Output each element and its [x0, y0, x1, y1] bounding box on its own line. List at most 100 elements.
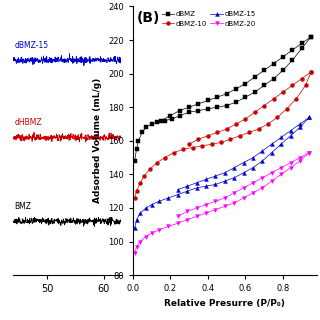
dBMZ-10 — [266, 122, 270, 126]
dBMZ — [215, 105, 219, 109]
dBMZ — [155, 120, 159, 124]
dBMZ-15 — [135, 218, 139, 222]
dBMZ — [135, 147, 139, 151]
dBMZ-10 — [142, 174, 146, 178]
dBMZ — [291, 58, 294, 62]
dBMZ — [234, 100, 238, 104]
dBMZ-10 — [148, 167, 152, 171]
dBMZ — [244, 95, 247, 99]
dBMZ-10 — [257, 127, 260, 131]
dBMZ-20 — [251, 191, 255, 195]
Text: (B): (B) — [137, 12, 160, 25]
Text: dHBMZ: dHBMZ — [14, 118, 42, 127]
dBMZ-10 — [181, 147, 185, 151]
dBMZ-10 — [247, 131, 251, 134]
dBMZ-20 — [242, 196, 245, 200]
dBMZ-10 — [172, 151, 176, 155]
dBMZ-20 — [308, 151, 311, 155]
dBMZ-15 — [195, 186, 198, 190]
dBMZ-20 — [150, 231, 154, 235]
dBMZ-10 — [133, 196, 137, 200]
dBMZ — [253, 90, 257, 94]
dBMZ-15 — [213, 182, 217, 186]
dBMZ-15 — [270, 151, 274, 155]
dBMZ — [225, 104, 228, 108]
dBMZ-15 — [144, 206, 148, 210]
dBMZ-10 — [228, 137, 232, 141]
dBMZ-15 — [157, 199, 161, 203]
dBMZ — [136, 139, 140, 143]
dBMZ-15 — [242, 171, 245, 175]
dBMZ-10 — [138, 181, 142, 185]
dBMZ-15 — [251, 166, 255, 170]
dBMZ — [140, 131, 144, 134]
dBMZ-20 — [157, 228, 161, 232]
dBMZ — [133, 159, 137, 163]
Y-axis label: Adsorbed Volume (mL/g): Adsorbed Volume (mL/g) — [93, 78, 102, 204]
dBMZ-20 — [138, 240, 142, 244]
dBMZ-20 — [176, 221, 180, 225]
dBMZ-15 — [289, 134, 292, 138]
Line: dBMZ-15: dBMZ-15 — [133, 115, 311, 230]
X-axis label: Relative Presurre (P/P₀): Relative Presurre (P/P₀) — [164, 299, 285, 308]
Text: BMZ: BMZ — [14, 202, 31, 211]
dBMZ-10 — [191, 146, 195, 149]
dBMZ-15 — [204, 184, 208, 188]
dBMZ-15 — [260, 159, 264, 163]
dBMZ-15 — [298, 125, 302, 129]
dBMZ-10 — [304, 84, 308, 87]
dBMZ-10 — [238, 134, 242, 138]
dBMZ-10 — [294, 97, 298, 101]
dBMZ — [206, 107, 210, 111]
dBMZ — [196, 108, 200, 112]
dBMZ-20 — [133, 252, 137, 255]
dBMZ-10 — [200, 144, 204, 148]
dBMZ — [163, 119, 167, 123]
dBMZ-10 — [163, 156, 167, 159]
dBMZ-20 — [166, 225, 170, 228]
dBMZ-20 — [185, 218, 189, 222]
dBMZ-20 — [232, 201, 236, 205]
dBMZ-10 — [219, 140, 223, 144]
dBMZ-20 — [298, 159, 302, 163]
dBMZ-20 — [270, 179, 274, 183]
Legend: dBMZ, dBMZ-10, dBMZ-15, dBMZ-20: dBMZ, dBMZ-10, dBMZ-15, dBMZ-20 — [160, 10, 258, 28]
dBMZ — [300, 46, 304, 50]
dBMZ-10 — [285, 107, 289, 111]
dBMZ-20 — [204, 211, 208, 215]
dBMZ — [262, 84, 266, 87]
dBMZ-20 — [279, 172, 283, 176]
dBMZ-15 — [308, 115, 311, 119]
dBMZ — [170, 117, 174, 121]
dBMZ-10 — [210, 142, 213, 146]
dBMZ-10 — [309, 70, 313, 74]
dBMZ-15 — [185, 189, 189, 193]
dBMZ-20 — [144, 235, 148, 238]
dBMZ — [272, 77, 276, 81]
dBMZ-10 — [276, 115, 279, 119]
dBMZ — [144, 125, 148, 129]
dBMZ-15 — [138, 211, 142, 215]
dBMZ — [178, 114, 182, 117]
Text: dBMZ-15: dBMZ-15 — [14, 41, 49, 50]
dBMZ-15 — [133, 226, 137, 230]
dBMZ-20 — [260, 186, 264, 190]
dBMZ-10 — [135, 189, 139, 193]
dBMZ-20 — [223, 204, 227, 208]
dBMZ-15 — [166, 196, 170, 200]
dBMZ-20 — [289, 166, 292, 170]
dBMZ-20 — [195, 214, 198, 218]
dBMZ-15 — [232, 176, 236, 180]
dBMZ-15 — [279, 142, 283, 146]
dBMZ-20 — [135, 245, 139, 249]
dBMZ-15 — [176, 193, 180, 196]
dBMZ-15 — [150, 203, 154, 207]
Line: dBMZ-20: dBMZ-20 — [133, 151, 311, 255]
dBMZ-10 — [155, 161, 159, 164]
dBMZ — [281, 68, 285, 72]
dBMZ-20 — [213, 208, 217, 212]
dBMZ-15 — [223, 179, 227, 183]
Line: dBMZ-10: dBMZ-10 — [133, 70, 313, 200]
dBMZ — [150, 122, 154, 126]
Line: dBMZ: dBMZ — [133, 35, 313, 163]
